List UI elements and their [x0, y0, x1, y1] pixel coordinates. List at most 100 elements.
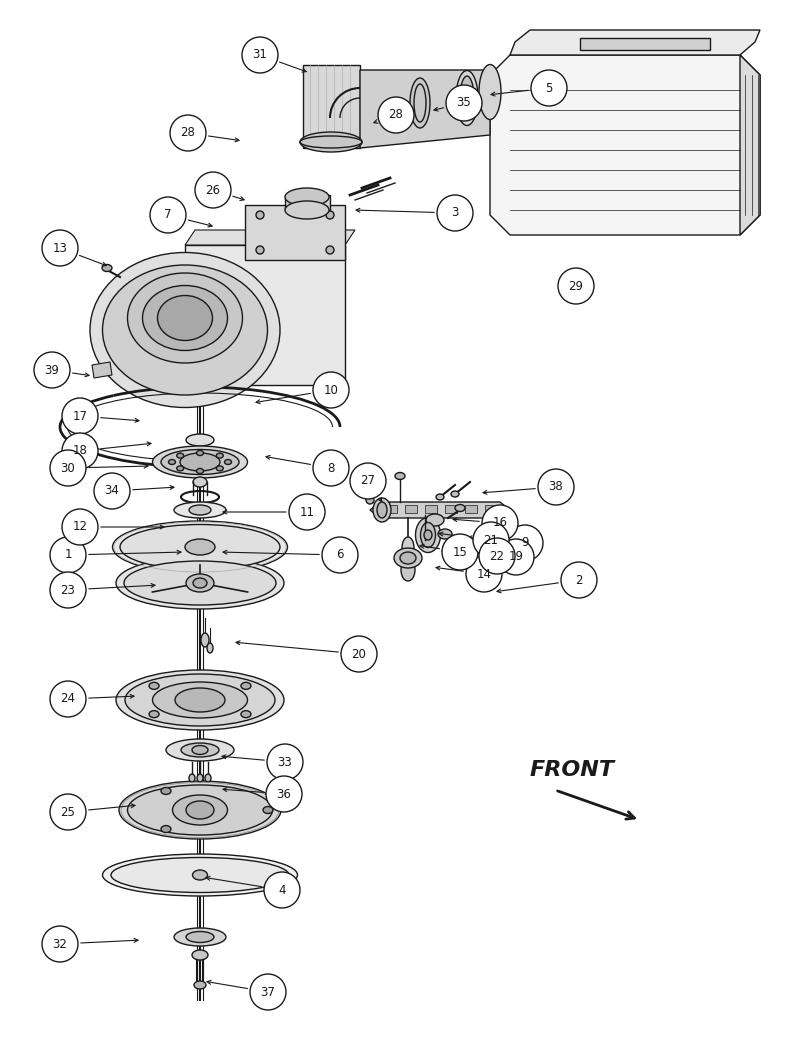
Circle shape	[42, 230, 78, 266]
Circle shape	[34, 352, 70, 388]
Circle shape	[466, 556, 502, 592]
Polygon shape	[92, 361, 112, 378]
Ellipse shape	[142, 285, 227, 351]
Ellipse shape	[102, 265, 267, 395]
Ellipse shape	[424, 530, 432, 540]
Ellipse shape	[113, 521, 287, 573]
Bar	[465, 505, 477, 513]
Ellipse shape	[174, 502, 226, 518]
Ellipse shape	[300, 132, 362, 152]
Polygon shape	[285, 194, 330, 210]
Circle shape	[62, 509, 98, 545]
Ellipse shape	[225, 460, 231, 464]
Circle shape	[538, 469, 574, 505]
Ellipse shape	[479, 64, 501, 119]
Ellipse shape	[256, 246, 264, 254]
Ellipse shape	[116, 670, 284, 730]
Text: 8: 8	[327, 462, 334, 475]
Text: 12: 12	[73, 520, 87, 534]
Circle shape	[195, 172, 231, 208]
Circle shape	[498, 539, 534, 575]
Circle shape	[242, 37, 278, 73]
Text: 22: 22	[490, 550, 505, 562]
Text: 9: 9	[522, 537, 529, 550]
Text: 6: 6	[336, 549, 344, 561]
Circle shape	[267, 744, 303, 780]
Text: 13: 13	[53, 241, 67, 255]
Circle shape	[50, 572, 86, 608]
Ellipse shape	[149, 710, 159, 718]
Circle shape	[313, 450, 349, 486]
Ellipse shape	[193, 477, 207, 487]
Text: 4: 4	[278, 884, 286, 896]
Ellipse shape	[197, 468, 203, 474]
Text: 11: 11	[299, 505, 314, 519]
Circle shape	[322, 537, 358, 573]
Ellipse shape	[455, 504, 465, 512]
Circle shape	[473, 522, 509, 558]
Ellipse shape	[173, 795, 227, 826]
Ellipse shape	[436, 494, 444, 500]
Text: 3: 3	[451, 206, 458, 220]
Ellipse shape	[201, 633, 209, 647]
Bar	[425, 505, 437, 513]
Ellipse shape	[127, 785, 273, 835]
Ellipse shape	[174, 928, 226, 946]
Text: 16: 16	[493, 517, 507, 530]
Circle shape	[50, 537, 86, 573]
Ellipse shape	[426, 514, 444, 526]
Text: 39: 39	[45, 364, 59, 376]
Ellipse shape	[241, 710, 251, 718]
Text: 25: 25	[61, 805, 75, 818]
Ellipse shape	[175, 688, 225, 712]
Ellipse shape	[216, 453, 223, 458]
Ellipse shape	[158, 296, 213, 340]
Circle shape	[250, 973, 286, 1010]
Circle shape	[42, 926, 78, 962]
Polygon shape	[370, 502, 510, 518]
Ellipse shape	[194, 981, 206, 989]
Polygon shape	[740, 55, 760, 235]
Text: 1: 1	[64, 549, 72, 561]
Circle shape	[313, 372, 349, 408]
Ellipse shape	[193, 870, 207, 880]
Circle shape	[50, 681, 86, 717]
Ellipse shape	[197, 450, 203, 456]
Circle shape	[479, 538, 515, 574]
Ellipse shape	[149, 683, 159, 689]
Ellipse shape	[186, 801, 214, 819]
Text: 32: 32	[53, 938, 67, 950]
Ellipse shape	[373, 498, 391, 522]
Ellipse shape	[401, 559, 415, 581]
Circle shape	[531, 70, 567, 106]
Text: 18: 18	[73, 445, 87, 458]
Ellipse shape	[127, 273, 242, 363]
Polygon shape	[303, 64, 360, 148]
Text: 26: 26	[206, 184, 221, 197]
Ellipse shape	[256, 211, 264, 219]
Ellipse shape	[161, 449, 239, 475]
Ellipse shape	[395, 472, 405, 480]
Text: FRONT: FRONT	[530, 760, 615, 780]
Text: 14: 14	[477, 568, 491, 580]
Ellipse shape	[205, 774, 211, 782]
Text: 2: 2	[575, 574, 582, 587]
Text: 23: 23	[61, 583, 75, 596]
Ellipse shape	[197, 774, 203, 782]
Circle shape	[442, 534, 478, 570]
Ellipse shape	[326, 211, 334, 219]
Polygon shape	[185, 245, 345, 385]
Ellipse shape	[161, 826, 171, 833]
Ellipse shape	[451, 492, 459, 497]
Text: 5: 5	[546, 81, 553, 94]
Bar	[580, 38, 710, 50]
Circle shape	[446, 85, 482, 120]
Ellipse shape	[285, 201, 329, 219]
Circle shape	[558, 268, 594, 304]
Ellipse shape	[177, 466, 184, 470]
Bar	[445, 505, 457, 513]
Ellipse shape	[189, 505, 211, 515]
Ellipse shape	[421, 522, 435, 548]
Ellipse shape	[120, 524, 280, 570]
Ellipse shape	[377, 502, 387, 518]
